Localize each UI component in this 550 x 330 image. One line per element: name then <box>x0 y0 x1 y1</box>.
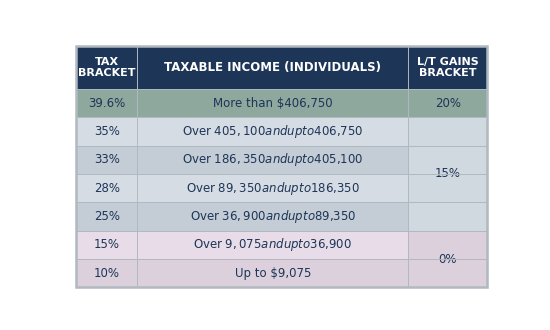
Bar <box>76 146 138 174</box>
Text: 25%: 25% <box>94 210 120 223</box>
Bar <box>138 259 409 287</box>
Text: 39.6%: 39.6% <box>88 97 125 110</box>
Bar <box>76 202 138 231</box>
Text: Over $405,100 and up to $406,750: Over $405,100 and up to $406,750 <box>182 123 364 140</box>
Bar <box>138 117 409 146</box>
Text: 28%: 28% <box>94 182 120 195</box>
Bar <box>138 231 409 259</box>
Bar <box>138 202 409 231</box>
Text: TAXABLE INCOME (INDIVIDUALS): TAXABLE INCOME (INDIVIDUALS) <box>164 61 381 74</box>
Text: Over $186,350 and up to $405,100: Over $186,350 and up to $405,100 <box>182 151 364 168</box>
Bar <box>76 259 138 287</box>
Bar <box>409 231 487 287</box>
Text: 20%: 20% <box>435 97 461 110</box>
Text: L/T GAINS
BRACKET: L/T GAINS BRACKET <box>417 57 478 78</box>
Bar <box>138 174 409 202</box>
Text: 0%: 0% <box>439 252 457 266</box>
Text: More than $406,750: More than $406,750 <box>213 97 333 110</box>
Text: 33%: 33% <box>94 153 120 166</box>
Bar <box>138 46 409 89</box>
Text: 15%: 15% <box>435 167 461 181</box>
Bar <box>76 174 138 202</box>
Bar <box>138 89 409 117</box>
Bar <box>76 89 138 117</box>
Bar <box>76 117 138 146</box>
Bar <box>76 46 138 89</box>
Text: Over $89,350 and up to $186,350: Over $89,350 and up to $186,350 <box>186 180 360 197</box>
Text: 15%: 15% <box>94 238 120 251</box>
Text: TAX
BRACKET: TAX BRACKET <box>78 57 136 78</box>
Text: Over $9,075 and up to $36,900: Over $9,075 and up to $36,900 <box>194 236 353 253</box>
Bar <box>76 231 138 259</box>
Bar <box>409 89 487 117</box>
Text: Up to $9,075: Up to $9,075 <box>235 267 311 280</box>
Text: 35%: 35% <box>94 125 120 138</box>
Bar <box>138 146 409 174</box>
Bar <box>409 46 487 89</box>
Text: 10%: 10% <box>94 267 120 280</box>
Text: Over $36,900 and up to $89,350: Over $36,900 and up to $89,350 <box>190 208 356 225</box>
Bar <box>409 117 487 231</box>
